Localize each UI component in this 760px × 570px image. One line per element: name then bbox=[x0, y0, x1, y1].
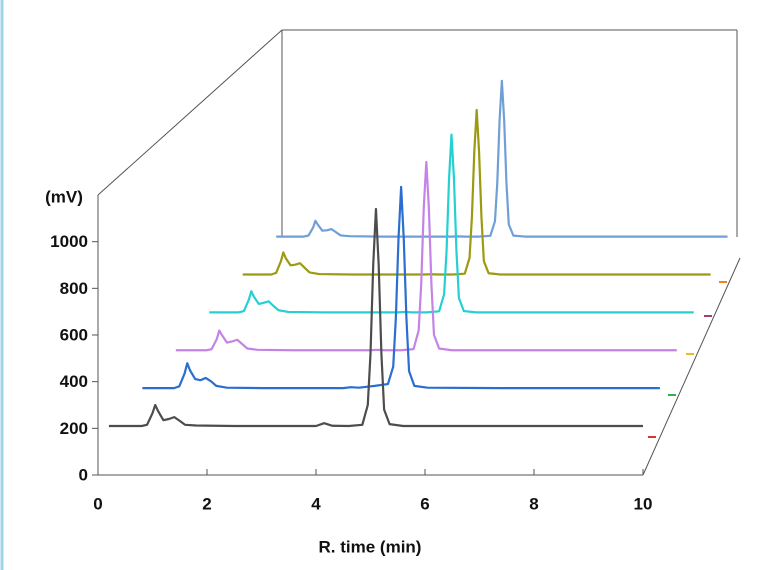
y-tick-label: 400 bbox=[60, 372, 88, 391]
trace bbox=[242, 108, 711, 276]
trace bbox=[142, 185, 660, 390]
y-tick-label: 200 bbox=[60, 419, 88, 438]
trace bbox=[276, 79, 728, 238]
x-tick-label: 8 bbox=[529, 494, 538, 513]
x-tick-label: 2 bbox=[202, 494, 211, 513]
trace bbox=[108, 207, 643, 428]
x-tick-label: 4 bbox=[311, 494, 321, 513]
y-axis-label: (mV) bbox=[45, 187, 83, 206]
x-tick-label: 10 bbox=[634, 494, 653, 513]
trace bbox=[209, 133, 694, 314]
x-tick-label: 0 bbox=[93, 494, 102, 513]
x-tick-label: 6 bbox=[420, 494, 429, 513]
trace bbox=[175, 160, 677, 352]
x-axis-label: R. time (min) bbox=[319, 537, 422, 556]
y-tick-label: 600 bbox=[60, 325, 88, 344]
y-tick-label: 800 bbox=[60, 279, 88, 298]
frame bbox=[97, 29, 741, 476]
y-tick-label: 1000 bbox=[50, 232, 88, 251]
y-tick-label: 0 bbox=[79, 465, 88, 484]
